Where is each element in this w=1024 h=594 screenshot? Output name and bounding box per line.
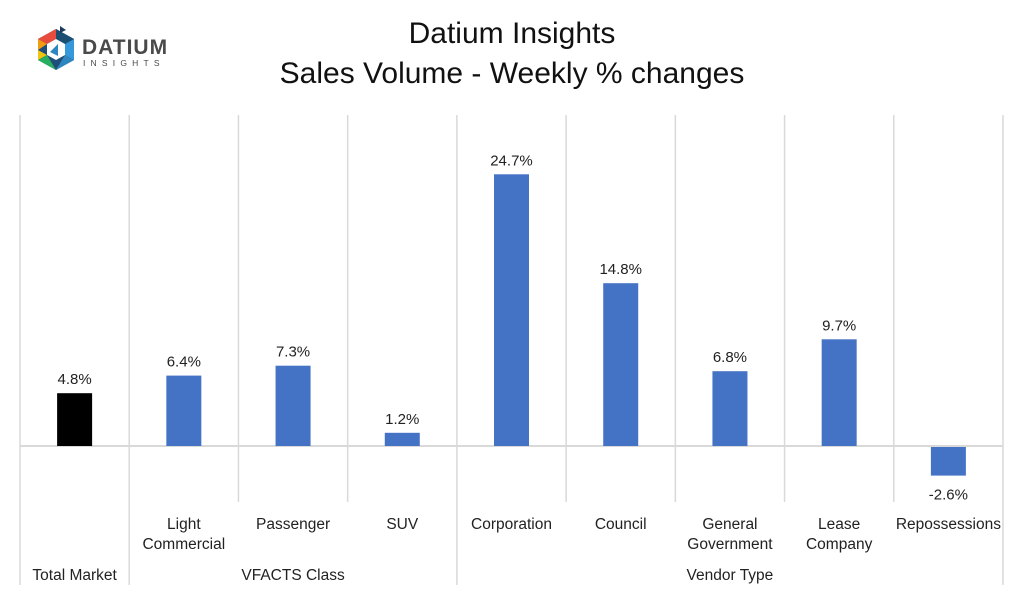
bar-council — [603, 283, 639, 446]
category-label: Council — [595, 516, 647, 533]
bar-repossessions — [930, 447, 966, 476]
category-label: Company — [806, 536, 873, 553]
chart-title: Datium Insights Sales Volume - Weekly % … — [0, 14, 1024, 94]
bar-general-government — [712, 371, 748, 446]
category-label: General — [702, 516, 757, 533]
logo-hexagon-icon — [38, 26, 74, 70]
data-label: 14.8% — [599, 261, 642, 278]
group-label: Total Market — [32, 567, 117, 584]
chart-title-line-2: Sales Volume - Weekly % changes — [279, 57, 745, 90]
category-label: Commercial — [142, 536, 225, 553]
bar-light-commercial — [166, 375, 202, 446]
data-label: 6.4% — [167, 354, 201, 371]
data-label: 9.7% — [822, 317, 856, 334]
group-label: VFACTS Class — [241, 567, 345, 584]
bar-total-market — [57, 393, 93, 446]
data-label: 7.3% — [276, 344, 310, 361]
group-label: Vendor Type — [687, 567, 774, 584]
datium-logo: DATIUM INSIGHTS — [38, 26, 168, 70]
category-label: Light — [167, 516, 201, 533]
category-label: Government — [687, 536, 773, 553]
logo-text: DATIUM — [82, 36, 168, 59]
category-label: Corporation — [471, 516, 552, 533]
category-label: Lease — [818, 516, 860, 533]
data-label: 24.7% — [490, 152, 533, 169]
data-label: -2.6% — [929, 487, 968, 504]
category-label: SUV — [386, 516, 419, 533]
category-label: Passenger — [256, 516, 330, 533]
bar-corporation — [494, 174, 529, 447]
bar-passenger — [275, 365, 311, 446]
logo-subtext: INSIGHTS — [83, 58, 165, 68]
chart-title-line-1: Datium Insights — [408, 17, 616, 50]
data-label: 6.8% — [713, 349, 747, 366]
bar-suv — [384, 432, 420, 446]
data-label: 1.2% — [385, 411, 419, 428]
bar-lease-company — [821, 339, 857, 446]
data-label: 4.8% — [58, 371, 92, 388]
category-label: Repossessions — [896, 516, 1001, 533]
